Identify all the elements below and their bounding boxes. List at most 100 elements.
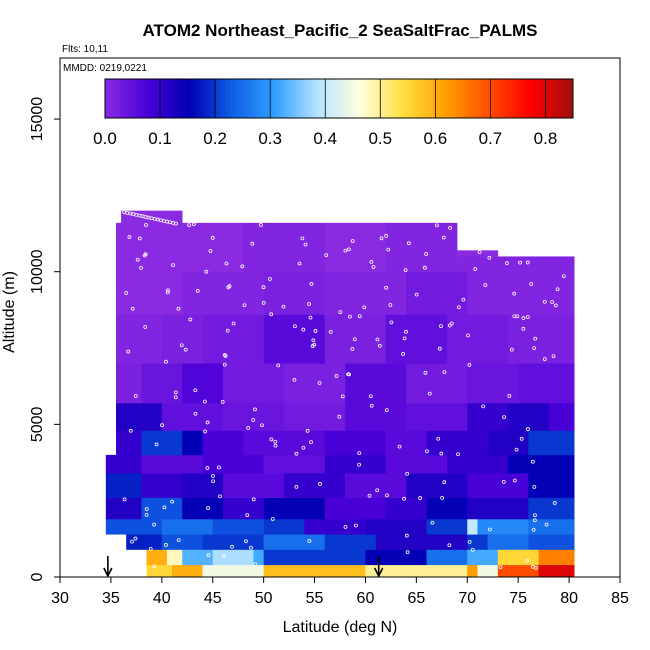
colorbar-swatch xyxy=(553,79,558,118)
sample-point xyxy=(293,324,297,329)
sample-point xyxy=(362,305,367,310)
sample-point xyxy=(352,337,357,342)
sample-point xyxy=(294,451,299,456)
colorbar-swatch xyxy=(467,79,472,118)
colorbar-swatch xyxy=(105,79,110,118)
heatmap-cell xyxy=(161,534,203,550)
sample-point xyxy=(456,452,460,457)
heatmap-cell xyxy=(345,473,407,498)
colorbar-swatch xyxy=(151,79,157,118)
colorbar-swatch xyxy=(514,79,519,118)
x-tick-label: 75 xyxy=(509,590,527,607)
colorbar-swatch xyxy=(479,79,484,118)
sample-point xyxy=(397,444,402,449)
sample-point xyxy=(270,517,275,521)
heatmap-cell xyxy=(477,518,529,535)
sample-point xyxy=(133,394,138,398)
sample-point xyxy=(367,493,372,498)
colorbar-swatch xyxy=(385,79,391,118)
heatmap-cell xyxy=(202,454,264,474)
y-tick-label: 0 xyxy=(29,572,46,581)
colorbar-swatch xyxy=(136,79,141,118)
heatmap-cell xyxy=(284,363,346,404)
colorbar-tick-label: 0.2 xyxy=(203,129,227,148)
colorbar-swatch xyxy=(487,79,492,118)
heatmap-cell xyxy=(116,402,163,431)
sample-point xyxy=(133,536,138,541)
heatmap-cell xyxy=(182,473,224,498)
colorbar-swatch xyxy=(506,79,511,118)
sample-point xyxy=(206,506,210,511)
colorbar-swatch xyxy=(108,79,114,118)
sample-point xyxy=(449,321,454,326)
sample-point xyxy=(350,239,355,243)
heatmap-cell xyxy=(284,473,346,498)
colorbar-frame xyxy=(104,78,574,119)
heatmap-cell xyxy=(202,564,264,578)
sample-point xyxy=(542,357,547,362)
sample-point xyxy=(222,362,227,367)
sample-point xyxy=(425,449,429,454)
colorbar-swatch xyxy=(116,79,121,118)
sample-point xyxy=(294,484,299,489)
sample-point xyxy=(253,407,257,412)
sample-point xyxy=(188,317,193,322)
sample-point xyxy=(414,292,419,297)
arrow-marker-head xyxy=(103,567,113,578)
sample-point xyxy=(488,527,492,532)
colorbar-swatch xyxy=(257,79,262,118)
sample-point xyxy=(242,303,247,308)
colorbar-swatch xyxy=(537,79,543,118)
heatmap-cell xyxy=(105,497,142,520)
sample-point xyxy=(507,393,512,398)
sample-point xyxy=(164,543,168,547)
sample-point xyxy=(518,260,522,265)
heatmap-cell xyxy=(141,363,183,404)
sample-point xyxy=(346,372,351,377)
heatmap-cell xyxy=(467,497,529,520)
heatmap-cell xyxy=(222,402,285,431)
colorbar-swatch xyxy=(417,79,422,118)
sample-point xyxy=(142,253,147,258)
colorbar-swatch xyxy=(530,79,535,118)
colorbar-swatch xyxy=(428,79,433,118)
sample-point xyxy=(477,250,482,254)
colorbar-swatch xyxy=(448,79,453,118)
sample-point xyxy=(470,547,475,552)
colorbar-swatch xyxy=(350,79,355,118)
sample-point xyxy=(173,395,178,400)
sample-point xyxy=(250,241,255,246)
x-tick-label: 35 xyxy=(102,590,120,607)
heatmap-cell xyxy=(222,497,264,520)
heatmap-cell xyxy=(141,430,183,456)
heatmap-cell xyxy=(202,430,244,456)
sample-point xyxy=(292,377,297,382)
colorbar-swatch xyxy=(495,79,500,118)
colorbar-swatch xyxy=(413,79,418,118)
sample-point xyxy=(534,565,538,570)
sample-point xyxy=(357,451,362,456)
heatmap-cell xyxy=(538,564,575,578)
sample-point xyxy=(338,310,343,315)
heatmap-cell xyxy=(161,402,224,431)
sample-point xyxy=(183,347,188,352)
heatmap-cell xyxy=(263,549,366,566)
sample-point xyxy=(375,337,380,342)
heatmap-cell xyxy=(528,430,575,456)
colorbar-swatch xyxy=(569,79,574,118)
heatmap-cell xyxy=(467,534,488,550)
colorbar-swatch xyxy=(214,79,219,118)
heatmap-cell xyxy=(324,534,376,550)
colorbar-swatch xyxy=(444,79,449,118)
colorbar-tick-label: 0.5 xyxy=(368,129,392,148)
sample-point xyxy=(245,513,250,518)
heatmap-cell xyxy=(365,549,427,566)
heatmap-cell xyxy=(116,222,244,273)
sample-point xyxy=(371,265,376,269)
sample-point xyxy=(301,445,306,450)
sample-point xyxy=(218,494,222,499)
sample-point xyxy=(124,291,129,295)
heatmap-cell xyxy=(406,402,468,431)
sample-point xyxy=(483,283,488,287)
heatmap-cell xyxy=(212,549,254,566)
